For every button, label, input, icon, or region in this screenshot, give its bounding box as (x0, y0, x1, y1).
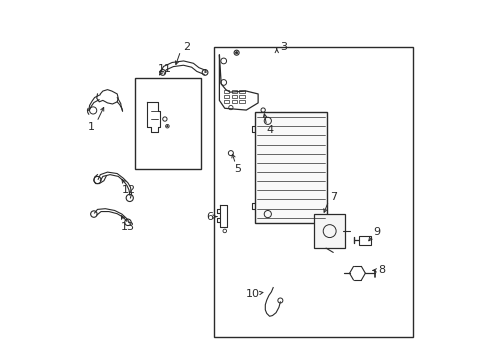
Bar (359, 236, 370, 244)
Text: 8: 8 (377, 265, 384, 275)
Bar (314, 214, 344, 248)
Text: 9: 9 (373, 227, 380, 237)
Bar (223, 90, 228, 93)
Text: 13: 13 (121, 222, 135, 231)
Circle shape (235, 51, 237, 54)
Text: 1: 1 (87, 122, 94, 132)
Bar (239, 95, 244, 98)
Text: 3: 3 (279, 42, 286, 52)
Text: 11: 11 (158, 64, 172, 74)
Bar (239, 100, 244, 103)
Text: 6: 6 (205, 212, 212, 221)
Bar (239, 90, 244, 93)
Text: 12: 12 (122, 185, 136, 195)
Circle shape (166, 126, 168, 127)
Bar (135, 78, 201, 169)
Text: 7: 7 (329, 192, 336, 202)
Bar (231, 95, 237, 98)
Text: 2: 2 (183, 42, 189, 51)
Text: 5: 5 (234, 163, 241, 174)
Bar (223, 100, 228, 103)
Bar (223, 95, 228, 98)
Bar (231, 100, 237, 103)
Bar (255, 112, 326, 223)
Bar (231, 90, 237, 93)
Bar (214, 46, 412, 337)
Text: 4: 4 (266, 125, 273, 135)
Text: 10: 10 (245, 289, 259, 299)
